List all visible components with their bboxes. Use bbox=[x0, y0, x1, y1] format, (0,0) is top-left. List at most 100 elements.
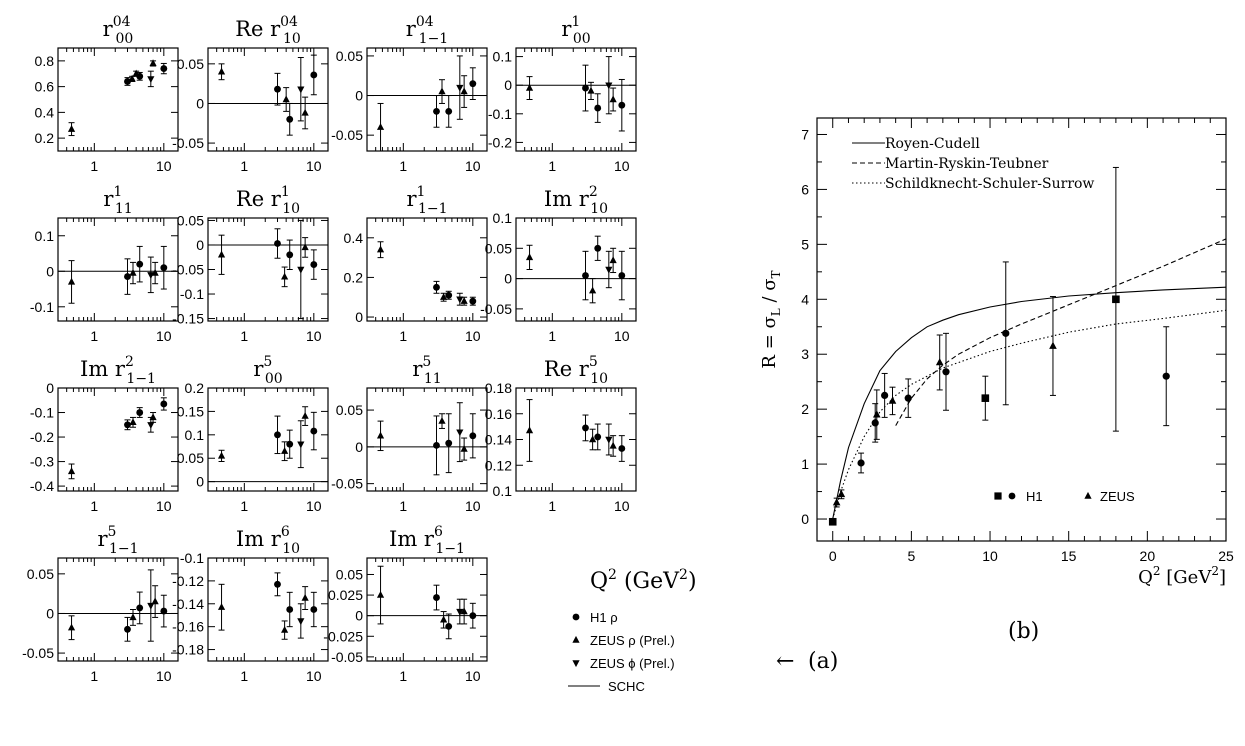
legend-a: H1 ρ ZEUS ρ (Prel.) ZEUS ϕ (Prel.) SCHC bbox=[568, 610, 675, 694]
y-tick-label: 0 bbox=[355, 309, 363, 325]
y-tick-label: 0.6 bbox=[35, 79, 55, 95]
x-tick-label: 10 bbox=[465, 328, 481, 344]
panel-title-sub: 00 bbox=[116, 31, 134, 47]
legend-a-marker bbox=[572, 635, 580, 643]
data-point bbox=[376, 245, 385, 253]
panel-title: r1 1−1 bbox=[406, 184, 447, 217]
data-point bbox=[440, 615, 448, 623]
panel-title-sub: 1−1 bbox=[418, 201, 448, 217]
panel-title: r04 1−1 bbox=[406, 14, 448, 47]
panel-title-sup: 04 bbox=[113, 14, 131, 30]
y-tick-label: 0 bbox=[46, 380, 54, 396]
x-tick-label: 1 bbox=[90, 328, 98, 344]
data-point bbox=[837, 489, 846, 498]
panel-title-prefix: Re r bbox=[544, 357, 590, 381]
panel-frame bbox=[57, 557, 179, 662]
y-tick-label: 5 bbox=[801, 236, 809, 252]
data-point bbox=[525, 426, 534, 434]
panel-title-sup: 1 bbox=[281, 184, 290, 200]
data-point bbox=[67, 623, 76, 631]
data-point bbox=[460, 87, 468, 95]
panel-title-sub: 00 bbox=[265, 371, 283, 387]
data-point bbox=[582, 272, 589, 279]
panel-title: Re r5 10 bbox=[544, 354, 608, 387]
panel-title-sub: 11 bbox=[115, 201, 133, 217]
legend-b-zeus-label: ZEUS bbox=[1100, 489, 1135, 504]
x-tick-label: 10 bbox=[465, 158, 481, 174]
y-tick-label: 6 bbox=[801, 181, 809, 197]
data-point bbox=[942, 368, 950, 376]
data-point bbox=[456, 84, 464, 92]
y-axis-label: R = σL / σT bbox=[759, 270, 783, 368]
panel-title-sup: 2 bbox=[589, 184, 598, 200]
x-tick-label: 15 bbox=[1061, 548, 1077, 564]
panel-title-sup: 6 bbox=[434, 524, 443, 540]
y-tick-label: -0.1 bbox=[30, 405, 54, 421]
data-point bbox=[297, 618, 305, 626]
panel-title-sub: 00 bbox=[573, 31, 591, 47]
data-point bbox=[1002, 329, 1010, 337]
data-point bbox=[438, 87, 446, 95]
legend-b-label: Schildknecht-Schuler-Surrow bbox=[885, 176, 1094, 192]
y-tick-label: 0.1 bbox=[493, 210, 513, 226]
panel-title-sup: 04 bbox=[416, 14, 434, 30]
y-tick-label: -0.05 bbox=[331, 476, 363, 492]
y-tick-label: 0.2 bbox=[35, 130, 55, 146]
curve-martin-ryskin-teubner bbox=[895, 238, 1226, 426]
data-point bbox=[440, 293, 448, 300]
legend-a-label: H1 ρ bbox=[590, 610, 618, 625]
legend-b-marker-square bbox=[994, 492, 1002, 500]
data-point bbox=[217, 451, 226, 459]
panel-5: r1 11-0.100.11 10 bbox=[30, 184, 179, 344]
data-point bbox=[297, 86, 305, 94]
caption-b-label: (b) bbox=[1008, 619, 1039, 644]
x-tick-label: 1 bbox=[240, 498, 248, 514]
data-point bbox=[460, 444, 468, 452]
panel-title-prefix: r bbox=[406, 17, 417, 41]
panel-title-prefix: r bbox=[412, 357, 423, 381]
panel-7: r1 1−100.20.41 10 bbox=[344, 184, 488, 344]
data-point bbox=[147, 602, 155, 610]
x-tick-label: 10 bbox=[614, 158, 630, 174]
y-tick-label: 0 bbox=[196, 474, 204, 490]
y-tick-label: 0 bbox=[801, 511, 809, 527]
y-tick-label: 3 bbox=[801, 346, 809, 362]
y-tick-label: 0.1 bbox=[35, 228, 55, 244]
x-tick-label: 10 bbox=[465, 498, 481, 514]
data-point bbox=[582, 424, 589, 432]
panel-title-sub: 1−1 bbox=[435, 541, 465, 557]
x-tick-label: 10 bbox=[465, 668, 481, 684]
panel-title-sub: 10 bbox=[282, 541, 300, 557]
panel-frame bbox=[207, 557, 329, 662]
panel-title: Re r04 10 bbox=[235, 14, 301, 47]
shared-x-label-a: Q2 (GeV2) bbox=[590, 567, 697, 594]
panel-title: r1 00 bbox=[561, 14, 590, 47]
x-axis-label-sup2: 2 bbox=[1211, 564, 1219, 578]
legend-a-entry: ZEUS ϕ (Prel.) bbox=[572, 656, 675, 671]
data-point bbox=[301, 243, 309, 251]
panel-title: Im r2 1−1 bbox=[80, 354, 156, 387]
y-tick-label: 0.05 bbox=[177, 56, 204, 72]
data-point bbox=[301, 593, 309, 601]
y-tick-label: -0.18 bbox=[172, 642, 204, 658]
panel-frame bbox=[366, 47, 488, 152]
data-point bbox=[456, 608, 464, 616]
panel-title-sup: 04 bbox=[280, 14, 298, 30]
y-tick-label: -0.1 bbox=[488, 106, 512, 122]
panel-12: Re r5 100.10.120.140.160.181 10 bbox=[485, 354, 637, 514]
data-point bbox=[525, 83, 534, 91]
panel-title-prefix: Im r bbox=[80, 357, 126, 381]
data-point bbox=[310, 606, 318, 613]
panel-title: r04 00 bbox=[103, 14, 134, 47]
y-tick-label: 0.025 bbox=[328, 587, 363, 603]
legend-b-marker-circle bbox=[1008, 492, 1016, 500]
y-tick-label: 0 bbox=[504, 271, 512, 287]
panel-title-sup: 5 bbox=[108, 524, 117, 540]
panel-title-prefix: Im r bbox=[389, 527, 435, 551]
data-point bbox=[469, 297, 477, 305]
panel-frame bbox=[57, 47, 179, 152]
y-tick-label: -0.2 bbox=[488, 134, 512, 150]
y-tick-label: 0 bbox=[46, 263, 54, 279]
